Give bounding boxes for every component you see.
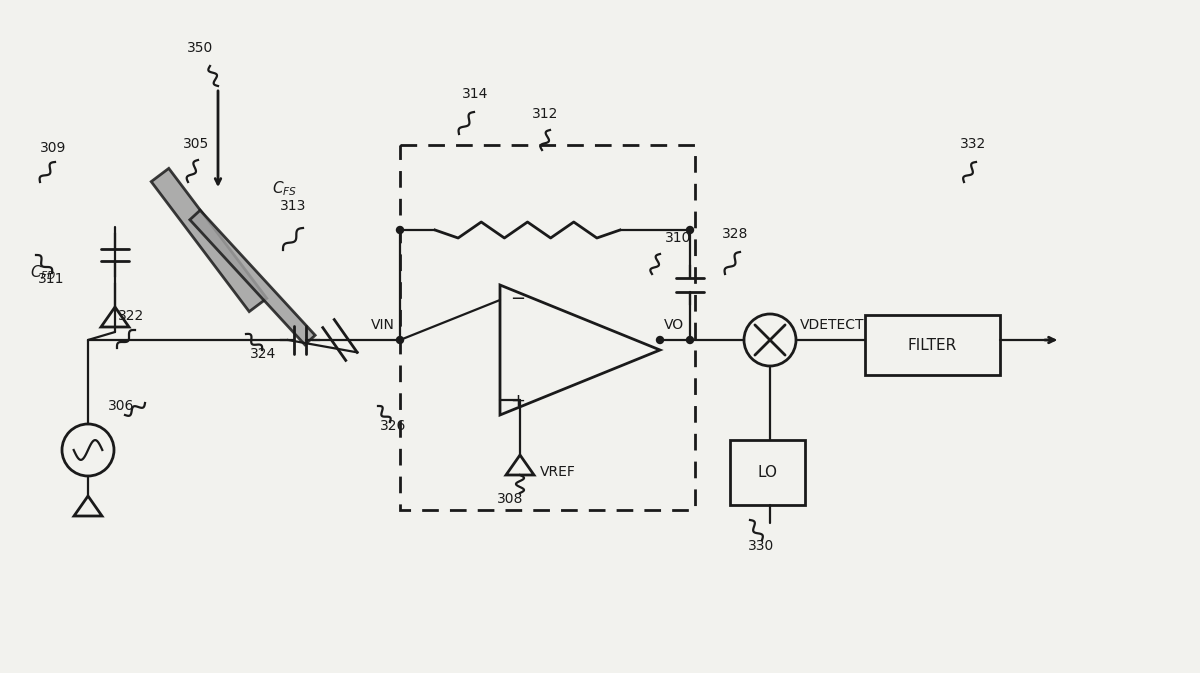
Text: 309: 309 [40,141,66,155]
Text: 314: 314 [462,87,488,101]
Text: 322: 322 [118,309,144,323]
Text: $C_{FD}$: $C_{FD}$ [30,263,56,282]
Circle shape [656,336,664,343]
Text: VO: VO [664,318,684,332]
Text: 306: 306 [108,399,134,413]
Text: 328: 328 [722,227,749,241]
Text: 330: 330 [748,539,774,553]
Circle shape [686,227,694,234]
Text: 308: 308 [497,492,523,506]
Circle shape [396,227,403,234]
Text: 324: 324 [250,347,276,361]
Text: 326: 326 [380,419,407,433]
Text: VIN: VIN [371,318,395,332]
Text: VDETECT: VDETECT [800,318,864,332]
Text: 305: 305 [182,137,209,151]
Text: 310: 310 [665,231,691,245]
Text: 311: 311 [38,272,65,286]
Text: VREF: VREF [540,465,576,479]
Text: −: − [510,290,526,308]
Text: 312: 312 [532,107,558,121]
Text: 350: 350 [187,41,214,55]
Polygon shape [190,210,316,345]
Text: $C_{FS}$: $C_{FS}$ [272,179,298,198]
Text: FILTER: FILTER [908,337,958,353]
Text: LO: LO [757,465,778,480]
Circle shape [396,336,403,343]
Text: 332: 332 [960,137,986,151]
Circle shape [686,336,694,343]
Polygon shape [151,168,266,312]
Text: +: + [510,392,526,410]
Text: 313: 313 [280,199,306,213]
